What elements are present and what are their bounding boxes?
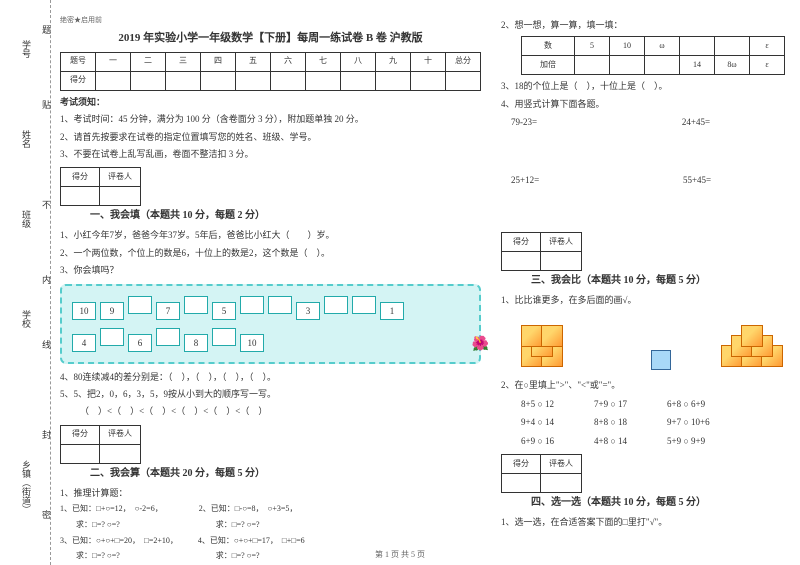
- notice-3: 3、不要在试卷上乱写乱画，卷面不整洁扣 3 分。: [60, 147, 481, 161]
- margin-class: 班级: [20, 210, 33, 228]
- double-table: 数510ωε 加倍148ωε: [521, 36, 785, 75]
- q2-1a: 1、已知：□+○=12， ○-2=6， 2、已知：□-○=8， ○+3=5，: [60, 503, 481, 516]
- q2-1b: 求：□=? ○=? 求：□=? ○=?: [60, 519, 481, 532]
- dash-label-2: 不: [40, 200, 53, 209]
- cube-group-2: [721, 315, 800, 370]
- score-value-row: 得分: [61, 71, 481, 90]
- dash-label-4: 线: [40, 340, 53, 349]
- q2-2: 2、想一想，算一算，填一填：: [501, 18, 800, 32]
- left-column: 绝密★启用前 2019 年实验小学一年级数学【下册】每周一练试卷 B 卷 沪教版…: [60, 15, 481, 545]
- q1-1: 1、小红今年7岁，爸爸今年37岁。5年后，爸爸比小红大（ ）岁。: [60, 228, 481, 242]
- dash-label-3: 内: [40, 275, 53, 284]
- checkbox-1[interactable]: [651, 350, 671, 370]
- score-table: 题号一二三四五六七八九十总分 得分: [60, 52, 481, 91]
- q1-5: 5、5、把2，0，6，3，5，9按从小到大的顺序写一写。: [60, 387, 481, 401]
- dash-label-5: 封: [40, 430, 53, 439]
- score-box-4: 得分评卷人: [501, 454, 800, 493]
- notice-1: 1、考试时间：45 分钟，满分为 100 分（含卷面分 3 分），附加题单独 2…: [60, 112, 481, 126]
- calc-2: 24+45=: [682, 115, 710, 129]
- dash-label-1: 贴: [40, 100, 53, 109]
- cube-comparison: [521, 315, 800, 370]
- notice-title: 考试须知：: [60, 95, 481, 109]
- confidential-mark: 绝密★启用前: [60, 15, 481, 26]
- section-2-title: 二、我会算（本题共 20 分，每题 5 分）: [90, 466, 481, 482]
- q1-5b: （ ）<（ ）<（ ）<（ ）<（ ）<（ ）: [80, 404, 481, 418]
- seq-row-2: 46810: [72, 328, 469, 352]
- q3-1: 1、比比谁更多，在多后面的画√。: [501, 293, 800, 307]
- right-column: 2、想一想，算一算，填一填： 数510ωε 加倍148ωε 3、18的个位上是（…: [501, 15, 800, 545]
- calc-1: 79-23=: [511, 115, 537, 129]
- q2-3: 3、18的个位上是（ ），十位上是（ ）。: [501, 79, 800, 93]
- q1-3: 3、你会填吗？: [60, 263, 481, 277]
- q2-1: 1、推理计算题：: [60, 486, 481, 500]
- notice-2: 2、请首先按要求在试卷的指定位置填写您的姓名、班级、学号。: [60, 130, 481, 144]
- dash-label-6: 密: [40, 510, 53, 519]
- margin-township: 乡镇（街道）: [20, 460, 33, 514]
- section-3-title: 三、我会比（本题共 10 分，每题 5 分）: [531, 273, 800, 289]
- exam-page: 绝密★启用前 2019 年实验小学一年级数学【下册】每周一练试卷 B 卷 沪教版…: [60, 15, 790, 545]
- flower-icon: 🌺: [472, 334, 489, 356]
- calc-5: 55+45=: [683, 173, 711, 187]
- page-footer: 第 1 页 共 5 页: [375, 549, 425, 560]
- calc-4: 25+12=: [511, 173, 539, 187]
- q1-2: 2、一个两位数，个位上的数是6，十位上的数是2，这个数是（ ）。: [60, 246, 481, 260]
- seq-row-1: 1097531: [72, 296, 469, 320]
- q2-1c: 3、已知：○+○+□=20， □=2+10， 4、已知：○+○+□=17， □+…: [60, 535, 481, 548]
- score-box-1: 得分评卷人: [60, 167, 481, 206]
- score-box-3: 得分评卷人: [501, 232, 800, 271]
- cube-group-1: [521, 315, 601, 370]
- margin-school: 学校: [20, 310, 33, 328]
- exam-title: 2019 年实验小学一年级数学【下册】每周一练试卷 B 卷 沪教版: [60, 30, 481, 48]
- dash-label-0: 题: [40, 25, 53, 34]
- section-4-title: 四、选一选（本题共 10 分，每题 5 分）: [531, 495, 800, 511]
- score-box-2: 得分评卷人: [60, 425, 481, 464]
- binding-margin: 学号 姓名 班级 学校 乡镇（街道） 题 贴 不 内 线 封 密: [0, 0, 51, 565]
- q1-4: 4、80连续减4的差分别是：（ ），（ ），（ ），（ ）。: [60, 370, 481, 384]
- margin-name: 姓名: [20, 130, 33, 148]
- q4-1: 1、选一选，在合适答案下面的□里打"√"。: [501, 515, 800, 529]
- margin-student-id: 学号: [20, 40, 33, 58]
- number-sequence-box: 1097531 46810 🌺: [60, 284, 481, 364]
- q3-2: 2、在○里填上">"、"<"或"="。: [501, 378, 800, 392]
- q2-4: 4、用竖式计算下面各题。: [501, 97, 800, 111]
- section-1-title: 一、我会填（本题共 10 分，每题 2 分）: [90, 208, 481, 224]
- score-header-row: 题号一二三四五六七八九十总分: [61, 52, 481, 71]
